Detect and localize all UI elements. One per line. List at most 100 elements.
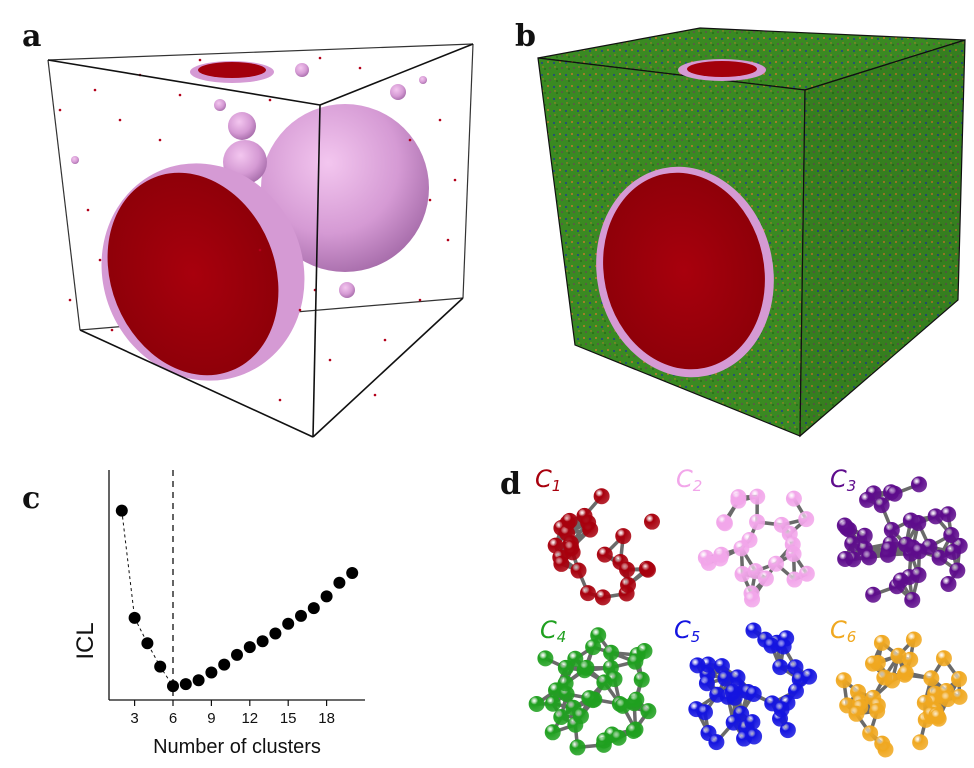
atom [798,511,815,528]
atom [775,638,792,655]
atom [835,672,852,689]
data-point [269,627,282,640]
data-point [346,567,359,579]
dashed-connector [121,510,174,687]
atom [861,549,878,566]
atom [745,622,762,639]
atom [610,729,627,746]
red-disk-face-b [603,172,765,370]
atom [563,540,580,557]
atom [837,551,854,568]
atom [596,546,613,563]
atom [876,669,893,686]
atom [787,683,804,700]
cluster-structure-5 [688,622,818,751]
atom [572,708,589,725]
atom [856,527,873,544]
atom [897,536,914,553]
atom [763,637,780,654]
atom [801,668,818,685]
atom [557,675,574,692]
red-disk-top [198,62,266,78]
data-point [154,660,167,673]
panel-label-c: c [22,481,41,516]
atom [757,570,774,587]
data-point [192,674,205,687]
data-point [205,666,218,679]
cluster-structure-4 [528,627,657,756]
atom [713,546,730,563]
atom [905,631,922,648]
atom [579,585,596,602]
red-disk-front [107,172,279,376]
atom [902,512,919,529]
panel-label-a: a [22,19,42,54]
x-tick-label: 3 [130,710,138,727]
atom [943,526,960,543]
cluster-structure-6 [835,631,968,758]
x-tick-label: 6 [169,710,177,727]
panel-label-b: b [515,19,536,54]
atom [874,735,891,752]
atom [729,669,746,686]
atom [798,565,815,582]
data-point [307,602,320,615]
atom [730,489,747,506]
atom [935,650,952,667]
atom [904,591,921,608]
atom [708,734,725,751]
atom [949,562,966,579]
atom [713,658,730,675]
atom [528,695,545,712]
cluster-structure-2 [697,488,815,608]
atom [640,703,657,720]
atom [741,531,758,548]
atom [585,639,602,656]
atom [772,659,789,676]
atom [940,506,957,523]
atom [951,671,968,688]
atom [773,701,790,718]
atom [553,555,570,572]
atom [717,670,734,687]
data-point [231,648,243,661]
atom [773,516,790,533]
atom [768,555,785,572]
atom [848,705,865,722]
atom [625,722,642,739]
scattered-particles [58,56,457,402]
atom [836,517,853,534]
atom [897,664,914,681]
atom [724,684,741,701]
atom [785,490,802,507]
atom [944,543,961,560]
atom [744,714,761,731]
cluster-label-1: C1 [535,465,562,495]
atom [873,634,890,651]
atom [544,724,561,741]
atom [553,708,570,725]
y-axis-label: ICL [72,622,99,659]
atom [910,476,927,493]
atom [615,528,632,545]
atom [620,576,637,593]
atom [951,688,968,705]
atom [557,659,574,676]
atom [749,488,766,505]
cluster-label-6: C6 [830,616,857,646]
atom [578,659,595,676]
data-point [167,680,179,693]
x-tick-label: 15 [280,710,297,727]
atom [689,657,706,674]
atom [745,685,762,702]
atom [619,561,636,578]
atom [779,722,796,739]
cluster-structure-1 [547,488,660,606]
atom [559,525,576,542]
atom [864,655,881,672]
atom [892,572,909,589]
x-tick-label: 9 [207,710,215,727]
data-point [295,609,307,622]
box-right-face [799,39,966,438]
atom [865,586,882,603]
